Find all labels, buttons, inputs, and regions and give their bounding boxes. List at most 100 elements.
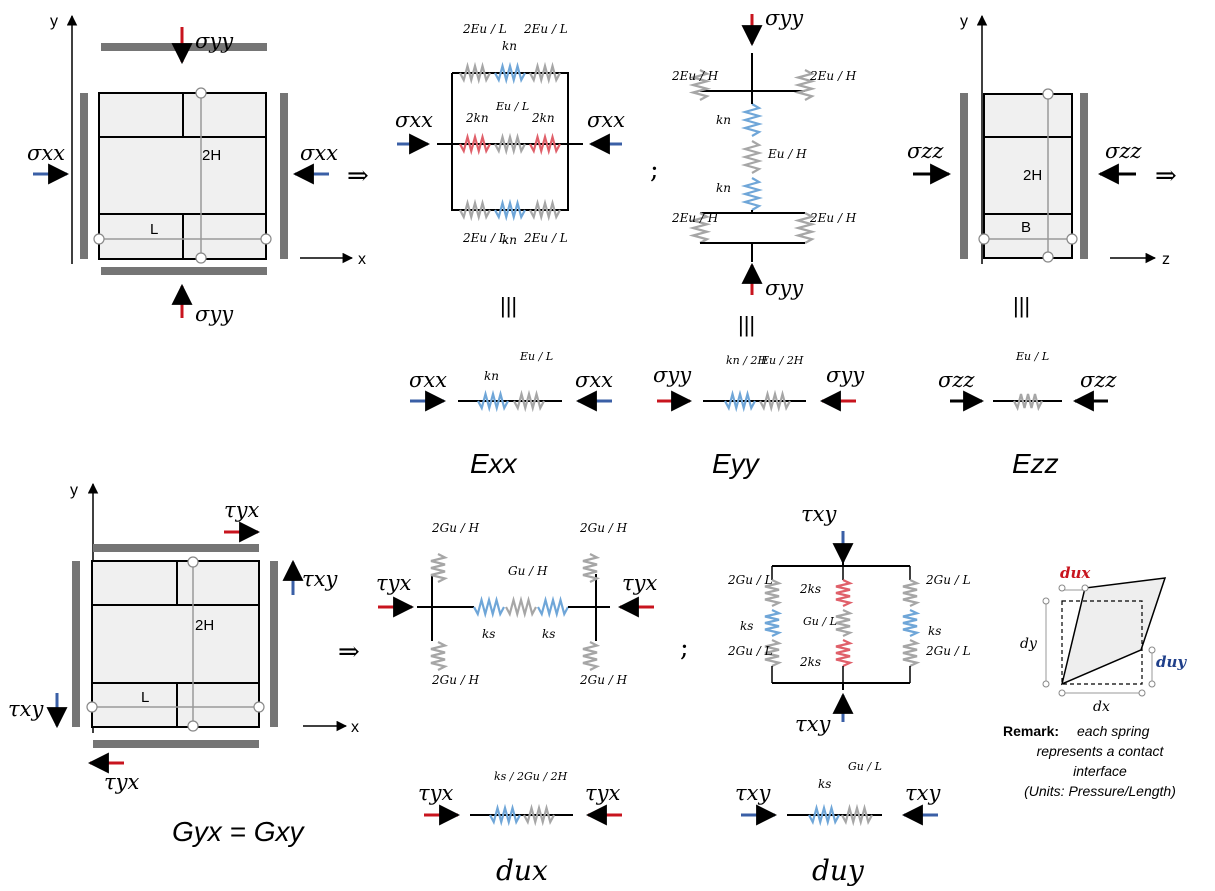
sigma-yy-bottom-label: σyy	[195, 302, 234, 326]
remark-line-1: each spring	[1077, 723, 1150, 739]
spring-label: kn	[716, 113, 731, 127]
sigma-zz-right-label: σzz	[1105, 139, 1142, 163]
spring	[537, 595, 569, 619]
spring	[740, 140, 764, 174]
shear-deformation-sketch: dux duy dy dx Remark: each spring repres…	[1003, 564, 1187, 799]
spring-label: 2Eu / H	[809, 211, 857, 225]
remark-dux-label: dux	[1060, 564, 1091, 582]
spring	[494, 198, 526, 222]
tau-xy-label: τxy	[795, 712, 831, 736]
modulus-gyx-gxy: Gyx = Gxy	[172, 816, 305, 847]
eyy-equivalent: σyy kn / 2H Eu / 2H σyy Eyy	[653, 354, 865, 479]
spring-label: Gu / 2H	[524, 770, 568, 783]
tau-xy-label: τxy	[735, 781, 771, 805]
remark-title: Remark:	[1003, 723, 1059, 739]
implies-arrow-2: ⇒	[1155, 161, 1177, 191]
spring	[759, 389, 791, 413]
sigma-zz-label: σzz	[938, 368, 975, 392]
eyy-spring-network: σyy σyy 2Eu / H 2Eu / H kn Eu / H kn 2Eu…	[671, 6, 857, 337]
equiv-symbol: |||	[1013, 293, 1030, 318]
spring-label: kn	[502, 233, 517, 247]
remark-line-4: (Units: Pressure/Length)	[1024, 783, 1176, 799]
spring-label: 2Gu / L	[925, 644, 971, 658]
spring	[582, 641, 601, 671]
spring	[459, 132, 491, 156]
modulus-eyy: Eyy	[712, 448, 761, 479]
spring-label: 2Gu / H	[431, 521, 480, 535]
spring	[835, 579, 854, 607]
spring-label: Eu / H	[767, 147, 807, 161]
spring	[582, 553, 601, 583]
spring	[688, 69, 712, 101]
spring-label: ks / 2	[494, 770, 524, 783]
spring	[494, 132, 526, 156]
spring-label: kn	[502, 39, 517, 53]
spring	[764, 639, 783, 667]
y-axis-label: y	[960, 13, 968, 30]
unit-cell-yz: y z 2H B σzz σzz ⇒ |||	[907, 13, 1177, 318]
spring	[1013, 393, 1043, 412]
implies-arrow-3: ⇒	[338, 637, 360, 667]
spring	[808, 803, 840, 827]
modulus-ezz: Ezz	[1012, 448, 1059, 479]
bottom-platen	[101, 267, 267, 275]
ezz-equivalent: σzz Eu / L σzz Ezz	[938, 350, 1117, 479]
spring	[835, 609, 854, 637]
spring-label: Gu / L	[848, 760, 882, 773]
spring	[494, 61, 526, 85]
spring-label: Eu / 2H	[760, 354, 804, 367]
spring-label: 2Gu / L	[925, 573, 971, 587]
width-label: B	[1021, 219, 1031, 236]
duy-equivalent: τxy ks Gu / L τxy duy	[735, 760, 941, 887]
spring	[740, 177, 764, 211]
spring	[793, 69, 817, 101]
spring-label: 2Gu / H	[431, 673, 480, 687]
spring	[459, 61, 491, 85]
spring-label: 2Gu / L	[727, 644, 773, 658]
spring-label: 2Gu / H	[579, 673, 628, 687]
spring	[902, 609, 921, 637]
tau-yx-label: τyx	[376, 571, 411, 595]
spring	[793, 212, 817, 244]
spring-label: 2Eu / H	[809, 69, 857, 83]
spring-label: 2Eu / L	[523, 231, 568, 245]
implies-arrow-1: ⇒	[347, 161, 369, 191]
spring-label: kn	[716, 181, 731, 195]
spring-label: 2Eu / H	[671, 211, 719, 225]
spring-label: 2kn	[531, 111, 555, 125]
sigma-yy-label: σyy	[765, 6, 804, 30]
remark-duy-label: duy	[1156, 653, 1187, 671]
spring	[529, 61, 561, 85]
tau-xy-left-label: τxy	[8, 697, 44, 721]
spring	[430, 553, 449, 583]
spring-label: kn	[484, 369, 499, 383]
dux-equivalent: τyx ks / 2 Gu / 2H τyx dux	[418, 770, 622, 887]
exx-equivalent: σxx kn Eu / L σxx Exx	[409, 350, 613, 479]
spring	[523, 803, 555, 827]
spring-label: 2Eu / H	[671, 69, 719, 83]
duy-spring-network: τxy τxy 2Gu / L ks 2Gu / L 2ks Gu / L 2k…	[727, 502, 971, 736]
height-label: 2H	[195, 617, 214, 634]
spring	[489, 803, 521, 827]
tau-xy-right-label: τxy	[302, 567, 338, 591]
spring-label: kn / 2H	[726, 354, 767, 367]
height-label: 2H	[1023, 167, 1042, 184]
tau-xy-label: τxy	[801, 502, 837, 526]
tau-xy-label: τxy	[905, 781, 941, 805]
spring	[529, 132, 561, 156]
left-platen	[80, 93, 88, 259]
sigma-yy-label: σyy	[653, 363, 692, 387]
modulus-exx: Exx	[470, 448, 518, 479]
sigma-xx-left-label: σxx	[27, 141, 65, 165]
unit-cell-shear: y x 2H L τyx τyx τxy τxy Gyx = Gxy ⇒	[8, 482, 360, 847]
spring	[529, 198, 561, 222]
sigma-xx-right-label: σxx	[300, 141, 338, 165]
sigma-xx-label: σxx	[409, 368, 447, 392]
spring-label: Gu / H	[508, 564, 548, 578]
spring-label: ks	[542, 627, 555, 641]
label-duy: duy	[812, 854, 865, 887]
spring	[430, 641, 449, 671]
sigma-yy-label: σyy	[765, 276, 804, 300]
sigma-zz-label: σzz	[1080, 368, 1117, 392]
